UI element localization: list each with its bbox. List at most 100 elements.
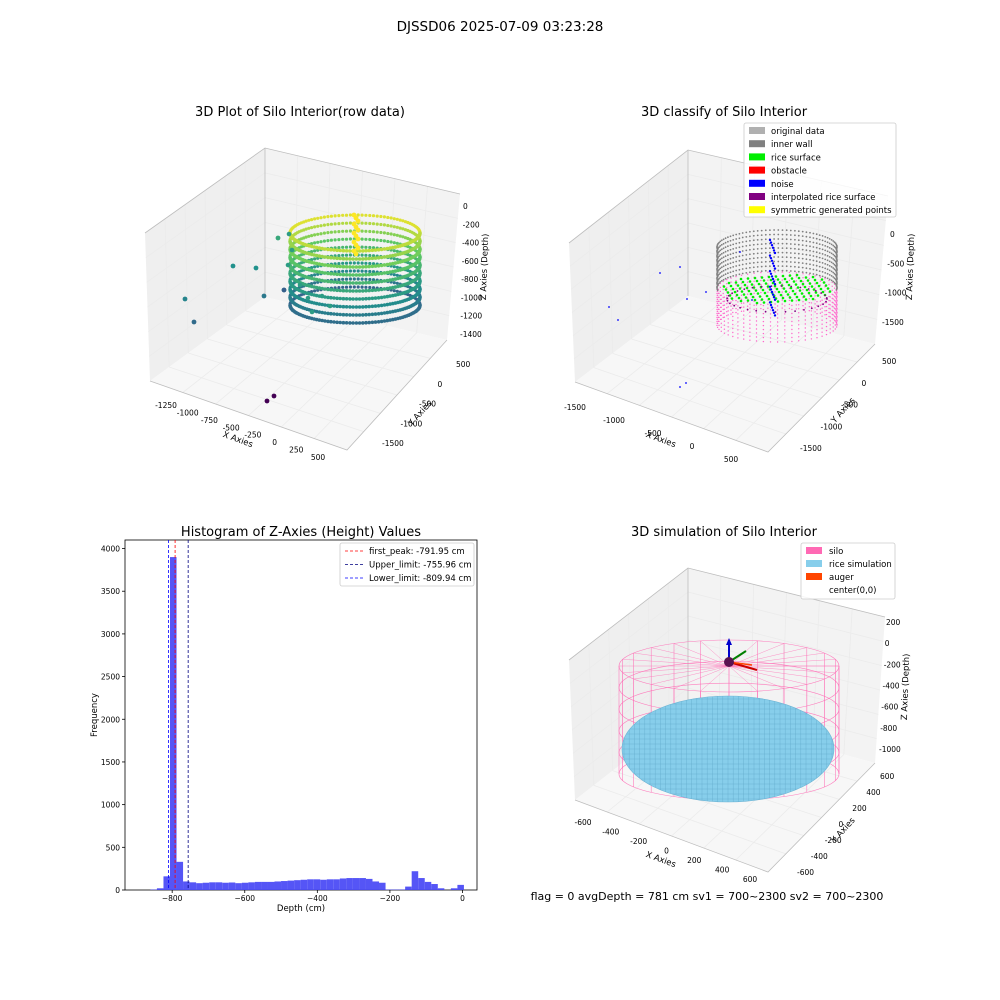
raw-point [382,279,387,283]
histogram-bar [300,879,308,890]
rice-surface-point [788,274,792,277]
rice-surface-point [795,273,799,277]
raw-point [322,239,326,243]
raw-point [337,214,341,218]
inner-wall-point [809,236,811,239]
raw-point [332,288,336,292]
symmetric-point [743,306,745,308]
histogram-bar [163,876,170,890]
symmetric-point [831,289,833,291]
inner-wall-point [809,240,811,243]
inner-wall-point [833,245,836,248]
raw-point [370,320,375,325]
inner-wall-point [826,259,829,262]
inner-wall-point [818,247,821,250]
raw-point [351,321,355,325]
y-tick-label: 3500 [101,587,120,596]
rice-surface-point [761,288,765,292]
symmetric-point [769,321,772,323]
symmetric-point [825,329,828,332]
symmetric-point [829,320,831,322]
inner-wall-point [752,252,755,255]
raw-point [316,240,320,244]
symmetric-point [762,316,765,319]
raw-point [348,277,352,281]
noise-point [772,249,776,252]
rice-surface-point [748,280,752,283]
raw-point [344,269,349,273]
noise-point [770,290,774,294]
symmetric-point [746,301,749,303]
inner-wall-point [727,254,729,257]
inner-wall-point [805,258,808,261]
symmetric-point [717,296,720,298]
histogram-x-axis-label: Depth (cm) [277,904,325,914]
histogram-bar [294,880,301,890]
legend-swatch [749,127,765,134]
symmetric-point [762,340,765,343]
raw-point [351,265,355,269]
symmetric-point [798,320,800,322]
symmetric-point [753,292,755,294]
inner-wall-point [760,247,763,250]
symmetric-point [791,312,793,315]
raw-point [379,287,384,292]
inner-wall-point [735,242,738,245]
inner-wall-point [732,239,735,241]
inner-wall-point [720,243,723,246]
rice-surface-point [784,290,788,293]
p4-xticks-label: 600 [743,875,758,884]
raw-point [326,223,330,227]
symmetric-point [819,296,822,298]
symmetric-point [762,324,765,327]
p2-xticks-label: 500 [724,455,739,464]
rice-surface-point [797,276,801,280]
raw-point [360,253,364,257]
interpolated-point [727,294,730,297]
inner-wall-point [801,239,804,242]
symmetric-point [829,308,831,310]
rice-surface-point [801,282,805,286]
symmetric-point [814,311,816,313]
raw-point [326,279,330,284]
inner-wall-point [760,252,763,255]
symmetric-point [824,278,826,280]
inner-wall-point [760,234,763,237]
rice-surface-point [741,280,745,284]
symmetric-point [833,295,836,297]
symmetric-point [760,303,762,306]
raw-point [332,256,336,260]
symmetric-point [740,310,743,312]
noise-point [773,298,777,301]
noise-point [771,246,775,249]
symmetric-point [746,305,749,307]
symmetric-point [833,291,836,293]
symmetric-point [743,310,745,312]
symmetric-point [819,280,822,282]
symmetric-point [824,298,826,300]
symmetric-point [776,317,779,319]
rice-surface-point [798,289,802,292]
rice-surface-point [782,287,786,290]
interpolated-point [731,292,734,295]
inner-wall-point [794,252,796,255]
symmetric-point [753,272,755,274]
symmetric-point [781,291,783,293]
inner-wall-point [745,249,748,252]
inner-wall-point [773,256,775,258]
inner-wall-point [764,251,767,254]
p2-yticks-label: -500 [841,401,858,410]
p4-zticks-label: -800 [880,724,897,733]
symmetric-point [730,313,732,315]
raw-point [356,285,360,289]
raw-point [288,239,292,244]
symmetric-point [788,271,791,274]
raw-point [357,305,362,309]
raw-point [344,257,349,261]
silo-roof-spoke [728,647,807,667]
p4-xticks-label: -400 [602,828,619,837]
raw-point [338,320,343,325]
raw-point [367,280,372,285]
symmetric-point [735,287,737,290]
